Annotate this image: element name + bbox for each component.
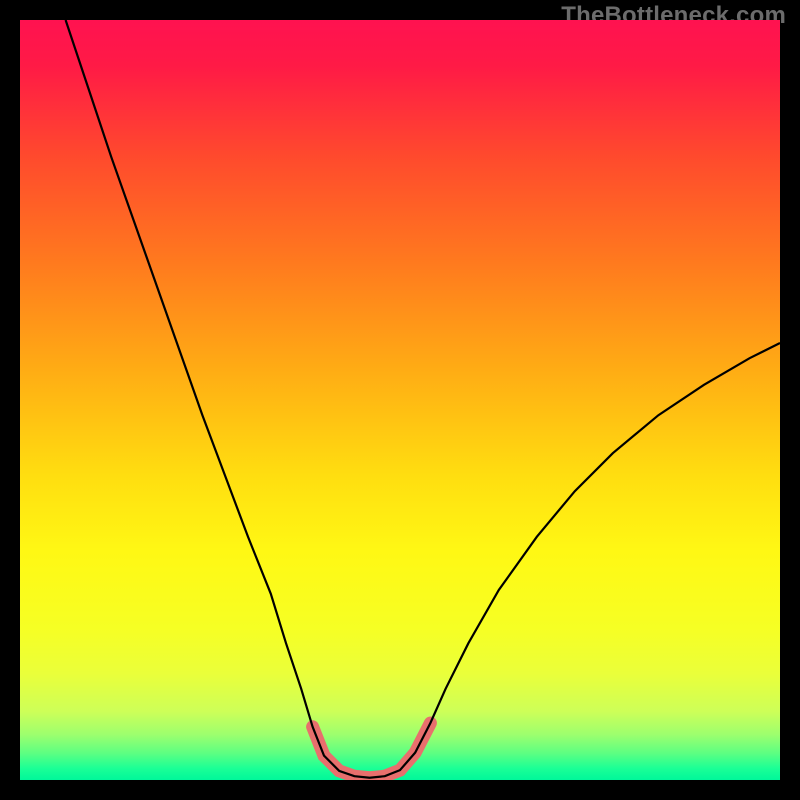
gradient-background: [20, 20, 780, 780]
chart-outer: TheBottleneck.com: [0, 0, 800, 800]
plot-area: [20, 20, 780, 780]
chart-svg: [20, 20, 780, 780]
